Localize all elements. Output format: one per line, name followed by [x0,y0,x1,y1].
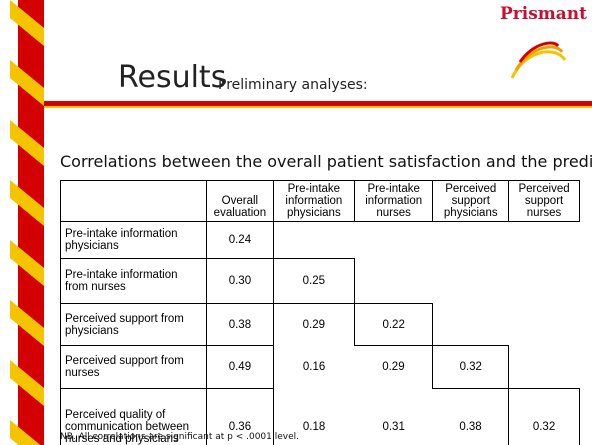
table-cell: 0.32 [509,389,580,445]
row-header: Pre-intake information physicians [61,222,207,259]
table-cell: 0.24 [207,222,274,259]
corner-cell [61,181,207,222]
table-cell: 0.38 [207,304,274,346]
table-cell: 0.16 [273,346,354,389]
table-cell [354,222,433,259]
column-header: Perceived support physicians [433,181,509,222]
subtitle: Preliminary analyses: [218,77,368,93]
logo: Prismant [500,4,587,24]
row-header: Perceived support from nurses [61,346,207,389]
table-cell: 0.38 [433,389,509,445]
table-cell: 0.22 [354,304,433,346]
footnote: NB. All correlations are significant at … [60,432,299,442]
column-header: Pre-intake information physicians [273,181,354,222]
table-cell: 0.49 [207,346,274,389]
title: Results [118,60,226,95]
table-cell: 0.29 [273,304,354,346]
slide: Prismant Results Preliminary analyses: C… [0,0,592,445]
table-cell: 0.29 [354,346,433,389]
row-header: Pre-intake information from nurses [61,259,207,304]
table-cell: 0.31 [354,389,433,445]
column-header: Pre-intake information nurses [354,181,433,222]
table-cell [509,346,580,389]
table-cell: 0.30 [207,259,274,304]
table-cell [509,259,580,304]
logo-swirl [512,43,565,78]
table-cell [433,222,509,259]
table-cell: 0.32 [433,346,509,389]
column-header: Perceived support nurses [509,181,580,222]
column-header: Overall evaluation [207,181,274,222]
table-cell [273,222,354,259]
table-cell [433,259,509,304]
table-cell [509,304,580,346]
table-cell: 0.25 [273,259,354,304]
row-header: Perceived support from physicians [61,304,207,346]
heading: Correlations between the overall patient… [60,152,592,171]
table-cell [509,222,580,259]
table-cell [433,304,509,346]
table-cell [354,259,433,304]
